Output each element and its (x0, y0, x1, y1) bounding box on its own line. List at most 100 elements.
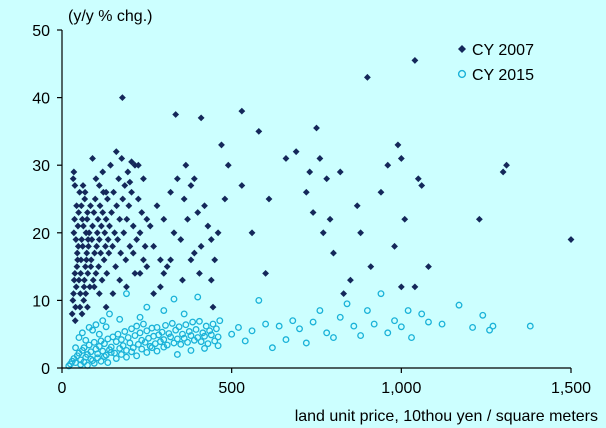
cy2007-point (340, 290, 348, 298)
cy2015-point (377, 290, 385, 298)
cy2007-point (204, 222, 212, 230)
cy2007-point (397, 283, 405, 291)
cy2007-point (326, 215, 334, 223)
cy2015-point (302, 339, 310, 347)
cy2007-point (114, 236, 122, 243)
cy2007-point (91, 195, 99, 203)
cy2007-point (85, 242, 92, 250)
cy2007-point (103, 269, 111, 277)
cy2007-point (71, 269, 79, 277)
cy2007-point (411, 283, 419, 291)
cy2007-point (177, 236, 185, 243)
cy2007-point (84, 303, 91, 311)
chart-legend: CY 2007 CY 2015 (457, 42, 534, 84)
cy2007-point (167, 256, 174, 264)
cy2015-point (207, 331, 215, 339)
cy2007-point (77, 269, 85, 277)
cy2015-point (180, 334, 188, 342)
cy2015-point (216, 317, 224, 325)
cy2007-point (117, 249, 125, 257)
cy2007-point (112, 263, 120, 270)
cy2015-point (489, 322, 497, 330)
cy2007-point (73, 263, 81, 270)
cy2007-point (418, 182, 426, 189)
cy2007-point (138, 209, 146, 216)
cy2015-point (343, 300, 351, 308)
y-tick-label: 10 (32, 293, 50, 310)
cy2015-point (156, 338, 164, 346)
cy2007-point (347, 276, 354, 284)
cy2015-point (167, 333, 175, 341)
cy2007-point (89, 155, 96, 162)
cy2007-point (119, 195, 127, 203)
cy2007-point (118, 155, 126, 162)
cy2007-point (97, 222, 105, 230)
cy2007-point (89, 222, 96, 230)
cy2007-point (83, 215, 91, 223)
cy2007-point (238, 107, 246, 115)
cy2015-point (97, 357, 105, 365)
cy2015-point (121, 328, 129, 335)
cy2015-point (143, 349, 151, 356)
cy2015-point (296, 325, 303, 333)
x-tick-label: 1,500 (551, 380, 591, 397)
cy2007-point (78, 236, 86, 243)
cy2007-point (85, 229, 93, 237)
cy2015-point (192, 326, 200, 333)
cy2007-point (72, 283, 80, 291)
cy2007-point (78, 310, 86, 318)
cy2015-point (289, 317, 297, 325)
cy2007-point (99, 168, 107, 176)
cy2007-point (214, 229, 222, 237)
cy2007-point (134, 195, 142, 203)
x-axis-ticks: 0 500 1,000 1,500 (58, 368, 591, 397)
y-tick-label: 50 (32, 23, 50, 40)
cy2015-point (469, 323, 477, 331)
cy2015-point (214, 333, 222, 341)
cy2007-point (425, 263, 432, 270)
cy2007-point (71, 182, 79, 189)
cy2007-point (99, 209, 107, 216)
cy2015-point (177, 340, 185, 348)
cy2015-point (184, 338, 192, 346)
cy2007-point (72, 236, 80, 243)
cy2007-point (121, 182, 129, 189)
legend-marker-cy2007 (458, 45, 466, 53)
cy2015-point (486, 326, 494, 334)
cy2007-point (129, 222, 137, 230)
cy2007-point (414, 175, 422, 183)
cy2007-point (81, 195, 89, 203)
x-tick-label: 500 (218, 380, 245, 397)
cy2007-point (160, 269, 168, 277)
y-tick-label: 20 (32, 226, 50, 243)
cy2007-point (72, 303, 79, 311)
cy2007-point (172, 111, 180, 118)
cy2015-point (87, 355, 95, 363)
cy2015-point (78, 329, 86, 337)
cy2015-point (148, 344, 156, 352)
cy2007-point (367, 263, 375, 270)
cy2015-point (134, 340, 142, 348)
cy2007-point (197, 242, 205, 250)
cy2015-point (106, 310, 113, 318)
cy2007-point (384, 161, 392, 169)
cy2007-point (86, 283, 94, 291)
cy2015-point (357, 332, 365, 340)
cy2015-point (128, 325, 136, 333)
cy2015-point (408, 334, 415, 342)
cy2007-point (136, 229, 144, 237)
cy2015-point (309, 318, 317, 326)
cy2007-point (94, 215, 102, 223)
cy2007-point (88, 236, 96, 243)
cy2007-point (90, 283, 98, 291)
cy2015-point (160, 307, 168, 314)
cy2007-point (150, 242, 158, 250)
y-axis-ticks: 0 10 20 30 40 50 (32, 23, 62, 378)
cy2007-point (248, 229, 256, 237)
cy2015-point (95, 330, 103, 338)
legend-item-cy2007: CY 2007 (458, 42, 534, 59)
cy2007-point (123, 215, 131, 223)
series-cy2015-points (65, 290, 534, 370)
cy2015-point (179, 330, 186, 338)
cy2007-point (95, 182, 103, 189)
